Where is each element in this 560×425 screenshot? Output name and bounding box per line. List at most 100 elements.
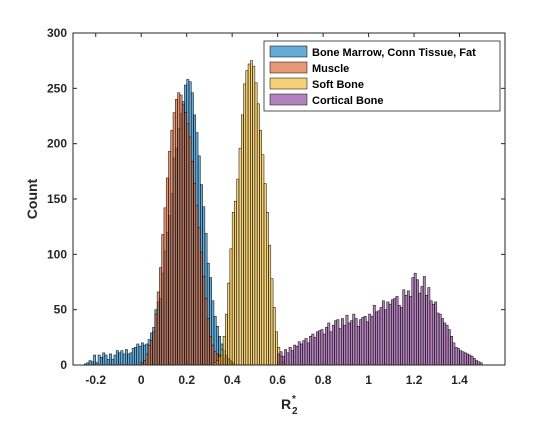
histogram-bar	[447, 329, 451, 366]
histogram-bar	[106, 359, 110, 366]
histogram-bar	[131, 348, 135, 366]
histogram-bar	[109, 353, 112, 366]
histogram-bar	[475, 360, 478, 366]
histogram-bar	[179, 94, 183, 366]
y-axis-label: Count	[24, 178, 40, 219]
histogram-bar	[366, 321, 369, 366]
histogram-bar	[170, 130, 174, 366]
histogram-bar	[202, 276, 206, 366]
histogram-bar	[261, 154, 265, 366]
histogram-bar	[211, 344, 215, 366]
histogram-bar	[438, 313, 442, 366]
histogram-bar	[231, 212, 235, 366]
histogram-bar	[427, 287, 431, 366]
histogram-bar	[461, 351, 465, 366]
y-tick-label: 250	[47, 81, 67, 95]
histogram-bar	[306, 342, 310, 366]
histogram-bar	[145, 353, 149, 366]
histogram-bar	[279, 351, 283, 366]
legend-swatch	[269, 61, 308, 74]
histogram-bar	[181, 104, 185, 366]
legend-label: Soft Bone	[312, 79, 364, 91]
histogram-bar	[413, 272, 417, 366]
histogram-bar	[409, 296, 413, 366]
histogram-bar	[143, 360, 146, 366]
histogram-bar	[159, 267, 162, 366]
histogram-bar	[254, 82, 258, 366]
histogram-bar	[222, 335, 226, 366]
histogram-bar	[197, 227, 201, 366]
histogram-bar	[241, 114, 244, 366]
histogram-bar	[225, 313, 228, 366]
histogram-bar	[466, 353, 469, 366]
histogram-bar	[425, 295, 428, 366]
x-tick-label: 0.6	[269, 373, 286, 387]
x-axis-label: R 2 *	[281, 394, 298, 417]
x-tick-label: 0.8	[315, 373, 332, 387]
legend-swatch	[269, 45, 308, 58]
histogram-bar	[272, 307, 276, 366]
histogram-bar	[320, 329, 324, 366]
ticks-layer	[73, 32, 505, 366]
histogram-bar	[125, 349, 128, 366]
legend-items: Bone Marrow, Conn Tissue, Fat Muscle Soft …	[269, 45, 476, 107]
histogram-bar	[359, 319, 363, 366]
histogram-bar	[120, 350, 124, 366]
x-tick-label: 1.2	[406, 373, 423, 387]
histogram-bar	[411, 277, 415, 366]
histogram-bar	[434, 301, 438, 366]
histogram-bar	[388, 303, 392, 366]
histogram-bar	[429, 300, 433, 366]
histogram-bar	[154, 313, 158, 366]
histogram-bar	[236, 178, 240, 366]
histogram-bar	[163, 207, 167, 366]
x-tick-label: 1	[365, 373, 372, 387]
histogram-bar	[361, 317, 365, 366]
histogram-bar	[381, 300, 385, 366]
histogram-bar	[393, 298, 397, 366]
y-tick-label: 50	[54, 303, 68, 317]
legend-label: Muscle	[312, 63, 349, 75]
histogram-bar	[129, 352, 133, 366]
histogram-bar	[266, 212, 269, 366]
histogram-bar	[313, 337, 317, 366]
histogram-bar	[250, 60, 253, 366]
histogram-bar	[168, 151, 172, 366]
histogram-bar	[286, 352, 290, 366]
histogram-bar	[341, 318, 344, 366]
legend: Bone Marrow, Conn Tissue, Fat Muscle Soft …	[263, 40, 501, 112]
histogram-bar	[136, 343, 140, 366]
histogram-bar	[416, 279, 419, 366]
histogram-bar	[165, 177, 169, 366]
series-3-bars	[277, 272, 483, 366]
histogram-bar	[215, 360, 219, 366]
histogram-bar	[297, 341, 301, 366]
histogram-bar	[395, 296, 399, 366]
histogram-bar	[379, 307, 383, 366]
x-tick-label: -0.2	[85, 373, 106, 387]
x-tick-label: 0	[138, 373, 145, 387]
histogram-bar	[172, 112, 176, 366]
histogram-bar	[204, 298, 208, 366]
histogram-bar	[450, 335, 453, 366]
x-tick-label: 1.4	[451, 373, 468, 387]
histogram-bar	[134, 347, 137, 366]
histogram-bar	[184, 112, 187, 366]
histogram-bar	[375, 311, 378, 366]
histogram-bar	[152, 331, 156, 366]
histogram-bar	[302, 340, 306, 366]
histogram-bar	[295, 345, 299, 366]
histogram-bar	[370, 316, 374, 366]
legend-swatch	[269, 77, 308, 90]
histogram-bar	[325, 327, 328, 366]
histogram-bar	[311, 333, 315, 366]
histogram-bar	[350, 320, 353, 366]
histogram-bar	[354, 318, 358, 366]
histogram-bar	[329, 331, 333, 366]
histogram-bar	[397, 304, 401, 366]
histogram-bar	[372, 304, 376, 366]
histogram-bar	[422, 276, 426, 366]
histogram-bar	[443, 322, 447, 366]
histogram-bar	[347, 322, 351, 366]
